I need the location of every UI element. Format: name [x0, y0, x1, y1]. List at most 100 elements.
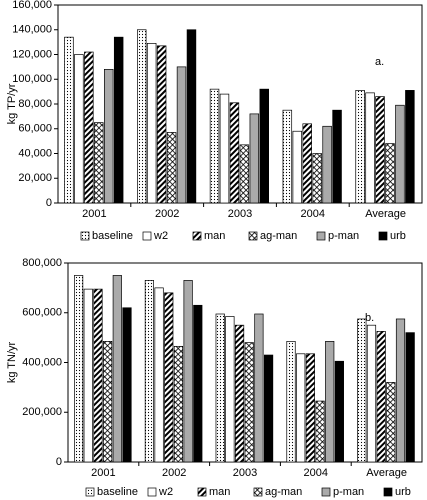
y-tick-label: 600,000: [22, 307, 62, 319]
y-tick-label: 100,000: [12, 73, 52, 85]
legend-label: baseline: [97, 486, 138, 498]
x-tick-label: 2002: [162, 467, 186, 479]
x-tick-label: 2003: [228, 208, 252, 220]
bar: [302, 123, 312, 204]
y-tick-label: 120,000: [12, 48, 52, 60]
legend-label: man: [209, 486, 230, 498]
x-tick-label: 2004: [304, 467, 328, 479]
bar: [375, 96, 385, 204]
x-tick-label: 2001: [82, 208, 106, 220]
bar: [325, 341, 335, 463]
x-tick-label: 2002: [155, 208, 179, 220]
bar: [332, 109, 342, 204]
legend-swatch: [147, 487, 157, 497]
bar: [137, 29, 147, 204]
bar: [229, 102, 240, 204]
legend-swatch: [197, 487, 207, 497]
bar: [112, 275, 122, 463]
legend-swatch: [378, 231, 388, 241]
bar: [144, 280, 154, 463]
legend-label: urb: [390, 230, 406, 242]
x-tick-label: Average: [365, 208, 406, 220]
bar: [264, 354, 274, 463]
y-tick-label: 40,000: [18, 147, 52, 159]
bar: [405, 90, 415, 204]
y-axis-label: kg TP/yr: [6, 83, 18, 124]
bar: [322, 125, 332, 204]
x-tick-label: 2001: [91, 467, 115, 479]
bar: [176, 66, 187, 204]
legend-swatch: [80, 231, 90, 241]
bar: [385, 143, 395, 204]
bar: [305, 353, 315, 463]
y-tick-label: 20,000: [18, 172, 52, 184]
bar: [93, 288, 103, 463]
bar: [234, 324, 245, 463]
y-tick-label: 800,000: [22, 257, 62, 269]
legend-swatch: [321, 487, 331, 497]
x-tick-label: Average: [366, 467, 407, 479]
legend-swatch: [248, 231, 258, 241]
bar: [282, 109, 293, 204]
bar: [249, 113, 260, 204]
legend-swatch: [253, 487, 263, 497]
bar: [113, 36, 124, 204]
bar: [357, 318, 367, 463]
bar: [376, 331, 386, 463]
bar: [94, 122, 104, 204]
legend-label: baseline: [92, 230, 133, 242]
legend-label: w2: [158, 486, 173, 498]
x-tick-label: 2003: [233, 467, 257, 479]
y-tick-label: 400,000: [22, 356, 62, 368]
legend-swatch: [316, 231, 326, 241]
bar: [173, 345, 184, 463]
y-tick-label: 80,000: [18, 98, 52, 110]
bar: [84, 51, 94, 204]
legend-label: p-man: [328, 230, 359, 242]
y-axis-label: kg TN/yr: [6, 341, 18, 383]
legend-swatch: [383, 487, 393, 497]
bar: [186, 29, 197, 204]
bar: [386, 382, 396, 463]
bar: [209, 88, 220, 204]
bar: [219, 93, 230, 204]
legend-label: ag-man: [260, 230, 297, 242]
y-tick-label: 0: [56, 456, 62, 468]
bar: [259, 88, 269, 204]
y-tick-label: 140,000: [12, 24, 52, 36]
annotation: a.: [375, 56, 384, 68]
y-tick-label: 60,000: [18, 123, 52, 135]
bar: [312, 153, 322, 204]
bar: [193, 304, 203, 463]
legend-label: urb: [395, 486, 411, 498]
x-tick-label: 2004: [301, 208, 325, 220]
y-tick-label: 160,000: [12, 0, 52, 11]
legend-swatch: [85, 487, 95, 497]
legend-label: w2: [153, 230, 168, 242]
bar: [315, 400, 325, 463]
bar: [365, 92, 375, 204]
bar: [292, 130, 303, 204]
bar: [286, 341, 296, 463]
bar: [103, 68, 114, 204]
bar: [64, 36, 74, 204]
bar: [164, 292, 174, 463]
bar: [395, 104, 405, 204]
bar: [215, 313, 225, 463]
bar: [183, 280, 193, 463]
bar: [366, 324, 377, 463]
legend-label: p-man: [333, 486, 364, 498]
bar: [239, 144, 250, 204]
legend-label: ag-man: [265, 486, 302, 498]
bar: [225, 316, 235, 463]
legend-swatch: [142, 231, 152, 241]
bar: [74, 275, 84, 463]
annotation: b.: [365, 312, 374, 324]
bar: [166, 132, 177, 204]
bar: [405, 332, 415, 463]
bar: [254, 313, 264, 463]
legend-swatch: [192, 231, 202, 241]
bar: [146, 43, 157, 204]
legend-label: man: [204, 230, 225, 242]
